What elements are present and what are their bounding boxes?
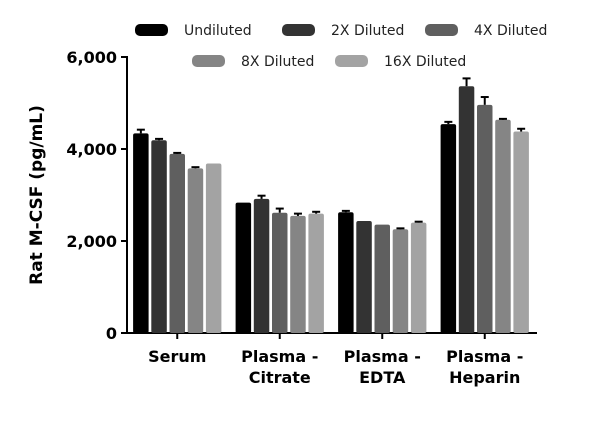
legend-label: 4X Diluted [474,23,547,39]
y-tick-label: 2,000 [66,232,117,251]
bar [458,86,475,334]
legend-swatch [135,24,168,36]
legend-swatch [192,55,225,67]
bar [151,140,167,333]
legend-label: 16X Diluted [384,54,466,70]
x-tick-label: EDTA [359,368,406,387]
bar [272,212,288,333]
x-tick-label: Heparin [449,368,520,387]
bar [169,153,185,333]
bar [495,119,511,333]
y-tick-label: 4,000 [66,140,117,159]
x-tick-label: Plasma - [344,347,421,366]
legend-swatch [282,24,315,36]
x-tick-label: Citrate [249,368,311,387]
legend-label: 8X Diluted [241,54,314,70]
legend-swatch [335,55,368,67]
x-tick-label: Plasma - [446,347,523,366]
bar [205,163,222,333]
bar [133,133,149,333]
bar [374,224,390,333]
x-tick-label: Plasma - [241,347,318,366]
bar [392,229,409,333]
bar [338,212,354,333]
bar [290,215,306,333]
legend-label: 2X Diluted [331,23,404,39]
bar [477,104,493,333]
x-tick-label: Serum [148,347,206,366]
y-axis-label: Rat M-CSF (pg/mL) [27,105,47,285]
bar [356,220,372,333]
bar [410,222,427,333]
legend-swatch [425,24,458,36]
legend-label: Undiluted [184,23,252,39]
bar [253,198,270,333]
bar [187,168,204,333]
bar [235,202,252,333]
bar [440,124,457,333]
bar [513,131,529,333]
bar [308,213,324,333]
y-tick-label: 6,000 [66,48,117,67]
y-tick-label: 0 [106,324,117,343]
